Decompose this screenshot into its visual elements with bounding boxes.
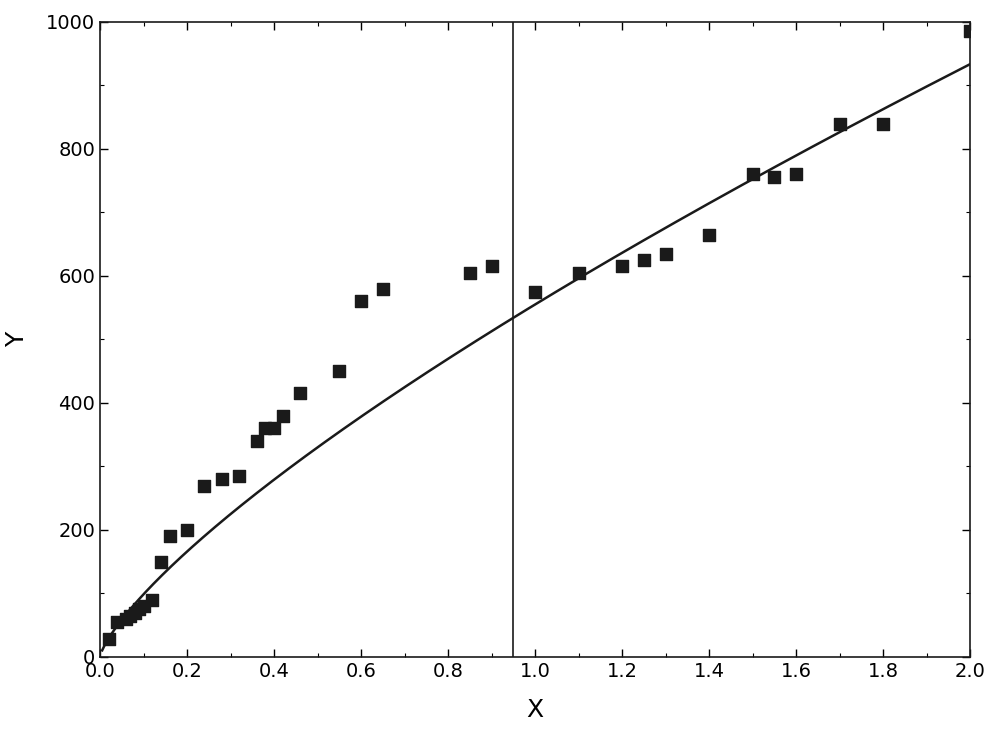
Point [249, 435, 265, 447]
Point [832, 118, 848, 129]
Point [766, 172, 782, 183]
Point [131, 604, 147, 615]
Point [636, 254, 652, 266]
Point [353, 296, 369, 307]
Point [484, 261, 500, 272]
X-axis label: X: X [526, 698, 544, 721]
Point [275, 410, 291, 421]
Point [331, 365, 347, 377]
Y-axis label: Y: Y [5, 332, 29, 347]
Point [875, 118, 891, 129]
Point [231, 470, 247, 482]
Point [118, 613, 134, 625]
Point [292, 388, 308, 399]
Point [375, 283, 391, 294]
Point [122, 610, 138, 621]
Point [127, 607, 143, 618]
Point [462, 267, 478, 279]
Point [196, 480, 212, 491]
Point [570, 267, 586, 279]
Point [744, 169, 761, 180]
Point [162, 531, 178, 542]
Point [153, 556, 169, 568]
Point [788, 169, 804, 180]
Point [257, 423, 273, 434]
Point [101, 634, 117, 645]
Point [701, 228, 717, 240]
Point [144, 594, 160, 606]
Point [527, 286, 543, 298]
Point [136, 600, 152, 612]
Point [214, 473, 230, 485]
Point [962, 26, 978, 37]
Point [266, 423, 282, 434]
Point [179, 524, 195, 536]
Point [658, 248, 674, 260]
Point [614, 261, 630, 272]
Point [109, 616, 125, 628]
